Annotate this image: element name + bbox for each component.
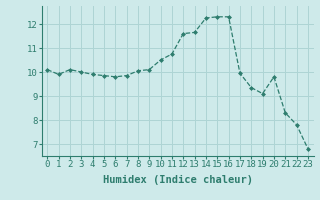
X-axis label: Humidex (Indice chaleur): Humidex (Indice chaleur)	[103, 175, 252, 185]
